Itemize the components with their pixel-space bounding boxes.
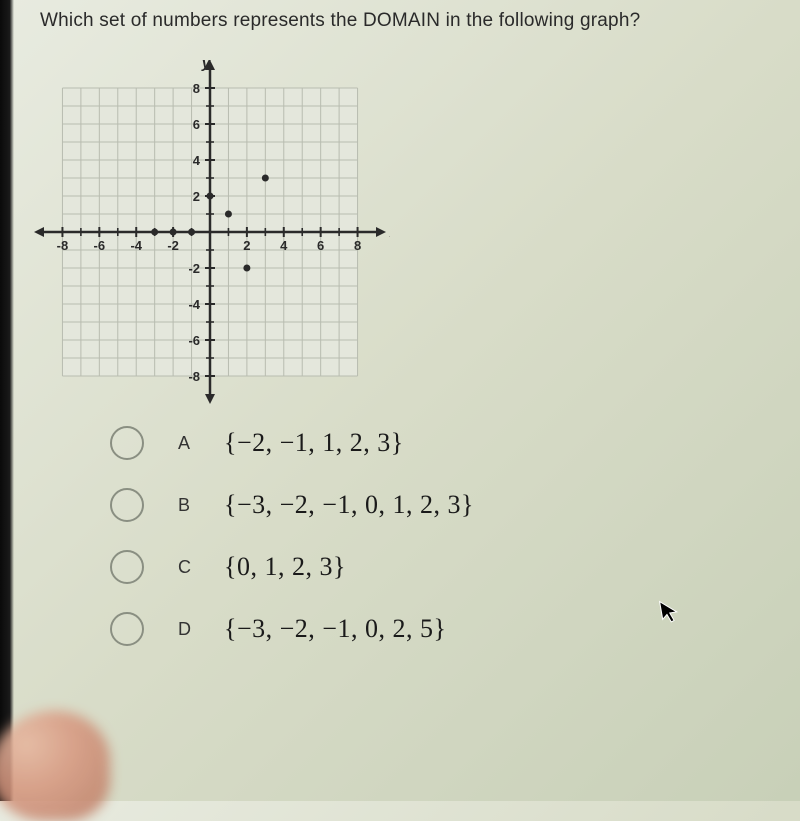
radio-a[interactable]: [110, 426, 144, 460]
svg-text:8: 8: [354, 238, 361, 253]
radio-b[interactable]: [110, 488, 144, 522]
option-letter: C: [178, 557, 224, 578]
option-set: {−2, −1, 1, 2, 3}: [224, 428, 404, 458]
coordinate-graph: -8 -6 -4 -2 2 4 6 8 -8 -6 -4 -2 2 4 6 8 x y: [30, 56, 390, 408]
svg-text:x: x: [389, 224, 390, 241]
svg-text:2: 2: [193, 189, 200, 204]
radio-c[interactable]: [110, 550, 144, 584]
option-c[interactable]: C {0, 1, 2, 3}: [110, 550, 770, 584]
option-b[interactable]: B {−3, −2, −1, 0, 1, 2, 3}: [110, 488, 770, 522]
svg-text:-6: -6: [188, 333, 200, 348]
finger-blur: [0, 711, 110, 821]
svg-text:-6: -6: [94, 238, 106, 253]
option-set: {−3, −2, −1, 0, 2, 5}: [224, 614, 446, 644]
svg-text:-4: -4: [130, 238, 142, 253]
question-panel: Which set of numbers represents the DOMA…: [0, 0, 800, 694]
svg-text:-2: -2: [167, 238, 179, 253]
svg-text:4: 4: [280, 238, 288, 253]
svg-text:8: 8: [193, 81, 200, 96]
svg-text:-4: -4: [188, 297, 200, 312]
question-text: Which set of numbers represents the DOMA…: [40, 10, 770, 32]
svg-text:y: y: [201, 56, 211, 72]
option-set: {0, 1, 2, 3}: [224, 552, 346, 582]
svg-text:2: 2: [243, 238, 250, 253]
svg-text:4: 4: [193, 153, 201, 168]
svg-text:6: 6: [193, 117, 200, 132]
radio-d[interactable]: [110, 612, 144, 646]
graph-svg: -8 -6 -4 -2 2 4 6 8 -8 -6 -4 -2 2 4 6 8 x y: [30, 56, 390, 408]
svg-text:-8: -8: [57, 238, 69, 253]
svg-text:-2: -2: [188, 261, 200, 276]
svg-text:-8: -8: [188, 369, 200, 384]
device-edge: [0, 0, 14, 801]
option-letter: D: [178, 619, 224, 640]
option-a[interactable]: A {−2, −1, 1, 2, 3}: [110, 426, 770, 460]
option-set: {−3, −2, −1, 0, 1, 2, 3}: [224, 490, 474, 520]
option-letter: A: [178, 433, 224, 454]
option-letter: B: [178, 495, 224, 516]
svg-text:6: 6: [317, 238, 324, 253]
